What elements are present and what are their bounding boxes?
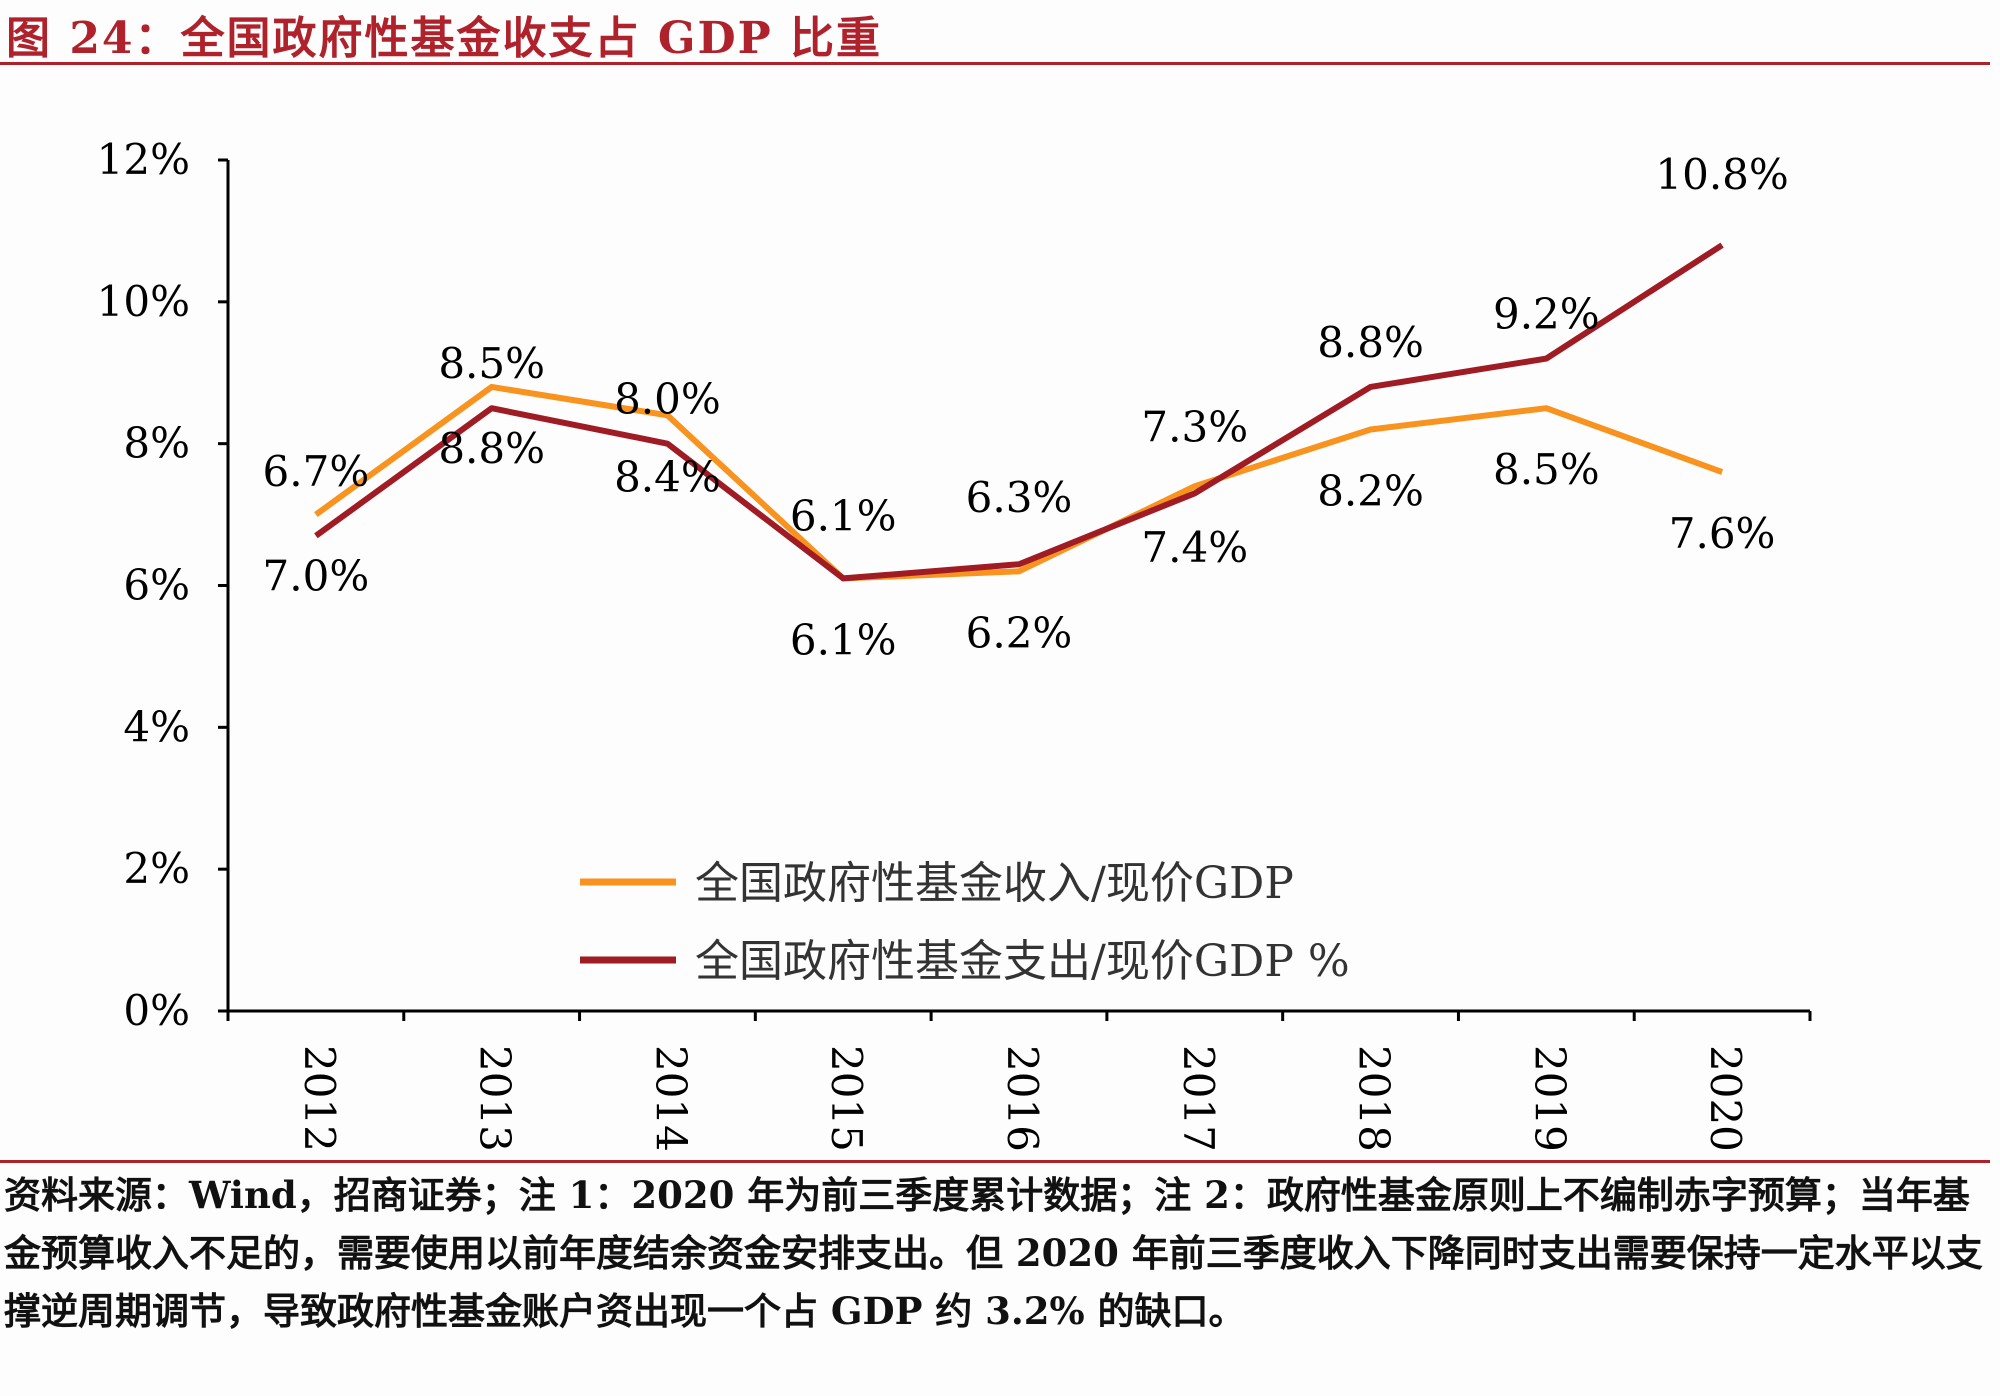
data-label-expense: 8.8% bbox=[1317, 318, 1424, 367]
data-label-expense: 10.8% bbox=[1655, 150, 1788, 199]
y-tick-label: 4% bbox=[123, 702, 190, 751]
data-label-expense: 6.1% bbox=[790, 491, 897, 540]
x-tick-label: 2018 bbox=[1350, 1045, 1399, 1152]
data-label-income: 6.1% bbox=[790, 615, 897, 664]
footnote-rule bbox=[0, 1160, 1990, 1163]
data-label-income: 8.5% bbox=[1493, 445, 1600, 494]
x-tick-label: 2019 bbox=[1525, 1045, 1574, 1152]
data-label-expense: 7.3% bbox=[1141, 402, 1248, 451]
data-label-income: 7.6% bbox=[1669, 509, 1776, 558]
figure-title: 图 24：全国政府性基金收支占 GDP 比重 bbox=[6, 13, 883, 64]
data-label-income: 8.4% bbox=[614, 452, 721, 501]
legend-label-income: 全国政府性基金收入/现价GDP bbox=[695, 858, 1294, 909]
x-tick-label: 2014 bbox=[646, 1045, 695, 1152]
data-label-expense: 9.2% bbox=[1493, 290, 1600, 339]
title-rule bbox=[0, 62, 1990, 65]
y-tick-label: 6% bbox=[123, 561, 190, 610]
x-tick-label: 2020 bbox=[1701, 1045, 1750, 1152]
y-tick-label: 2% bbox=[123, 844, 190, 893]
data-label-income: 6.2% bbox=[966, 608, 1073, 657]
data-label-income: 7.4% bbox=[1141, 523, 1248, 572]
x-tick-label: 2015 bbox=[822, 1045, 871, 1152]
footnote: 资料来源：Wind，招商证券；注 1：2020 年为前三季度累计数据；注 2：政… bbox=[4, 1173, 1983, 1333]
x-tick-label: 2012 bbox=[295, 1045, 344, 1152]
data-label-expense: 8.0% bbox=[614, 375, 721, 424]
data-label-expense: 8.5% bbox=[438, 339, 545, 388]
data-label-expense: 6.3% bbox=[966, 473, 1073, 522]
legend-label-expense: 全国政府性基金支出/现价GDP % bbox=[695, 936, 1350, 987]
data-label-income: 7.0% bbox=[263, 552, 370, 601]
y-tick-label: 0% bbox=[123, 986, 190, 1035]
y-tick-label: 10% bbox=[97, 277, 190, 326]
data-label-income: 8.2% bbox=[1317, 466, 1424, 515]
y-tick-label: 12% bbox=[97, 135, 190, 184]
line-chart: 0% 2% 4% 6% 8% 10% 12% 2012 2013 2014 2015 2016 2017… bbox=[97, 135, 1812, 1152]
x-tick-label: 2017 bbox=[1174, 1045, 1223, 1152]
y-tick-label: 8% bbox=[123, 419, 190, 468]
series-line-income bbox=[314, 383, 1724, 582]
x-tick-label: 2016 bbox=[998, 1045, 1047, 1152]
x-tick-label: 2013 bbox=[471, 1045, 520, 1152]
data-label-income: 8.8% bbox=[438, 424, 545, 473]
data-label-expense: 6.7% bbox=[263, 447, 370, 496]
series-line-expense bbox=[314, 242, 1724, 582]
